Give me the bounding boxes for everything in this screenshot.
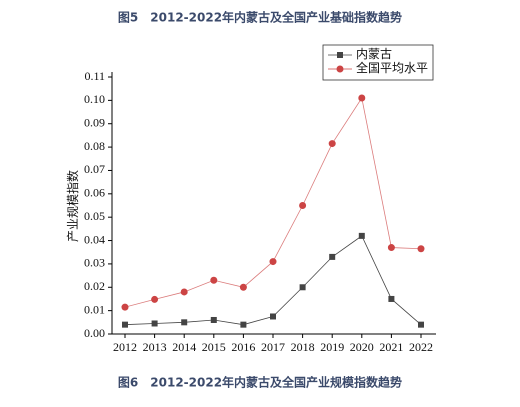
point [239, 283, 247, 291]
x-tick-label: 2016 [231, 340, 255, 354]
legend-label: 内蒙古 [356, 46, 392, 61]
point [328, 140, 336, 148]
legend-marker [337, 52, 343, 58]
point [210, 316, 217, 323]
y-tick-label: 0.10 [84, 92, 105, 106]
point [299, 202, 307, 209]
y-tick-label: 0.00 [84, 326, 105, 340]
point [121, 303, 129, 311]
point [358, 232, 365, 239]
point [210, 276, 218, 284]
preceding-caption: 图5 2012-2022年内蒙古及全国产业基础指数趋势 [118, 10, 402, 25]
point [180, 288, 188, 296]
legend-label: 全国平均水平 [356, 60, 428, 75]
x-tick-label: 2021 [379, 340, 403, 354]
point [181, 319, 188, 326]
x-tick-label: 2014 [172, 340, 196, 354]
y-tick-label: 0.08 [84, 139, 105, 153]
legend-marker [336, 65, 344, 73]
point [329, 253, 336, 260]
legend-box [322, 44, 434, 81]
y-tick-label: 0.06 [84, 186, 105, 200]
y-tick-label: 0.04 [84, 232, 105, 246]
point [418, 321, 424, 328]
x-tick-label: 2022 [409, 340, 433, 354]
y-tick-label: 0.09 [84, 115, 105, 129]
point [388, 295, 395, 302]
series-line [124, 235, 422, 326]
chart-title: 图6 2012-2022年内蒙古及全国产业规模指数趋势 [118, 375, 402, 390]
point [358, 94, 366, 102]
y-tick-label: 0.01 [84, 302, 105, 316]
x-tick-label: 2018 [291, 340, 315, 354]
x-tick-label: 2013 [143, 340, 167, 354]
point [387, 244, 395, 252]
y-tick-label: 0.03 [84, 256, 105, 270]
point [240, 321, 247, 328]
y-tick-label: 0.05 [84, 209, 105, 223]
point [270, 313, 276, 320]
x-tick-label: 2012 [113, 340, 137, 354]
point [151, 295, 159, 303]
point [269, 258, 277, 266]
x-tick-label: 2019 [320, 340, 344, 354]
point [122, 321, 128, 328]
x-tick-label: 2015 [202, 340, 226, 354]
x-tick-label: 2017 [261, 340, 285, 354]
point [417, 245, 425, 253]
series-line [124, 96, 422, 308]
y-tick-label: 0.07 [84, 162, 105, 176]
point [151, 320, 158, 327]
y-tick-label: 0.11 [84, 69, 105, 83]
x-tick-label: 2020 [350, 340, 374, 354]
y-axis-label: 产业规模指数 [65, 170, 80, 242]
y-tick-label: 0.02 [84, 279, 105, 293]
point [299, 284, 306, 291]
